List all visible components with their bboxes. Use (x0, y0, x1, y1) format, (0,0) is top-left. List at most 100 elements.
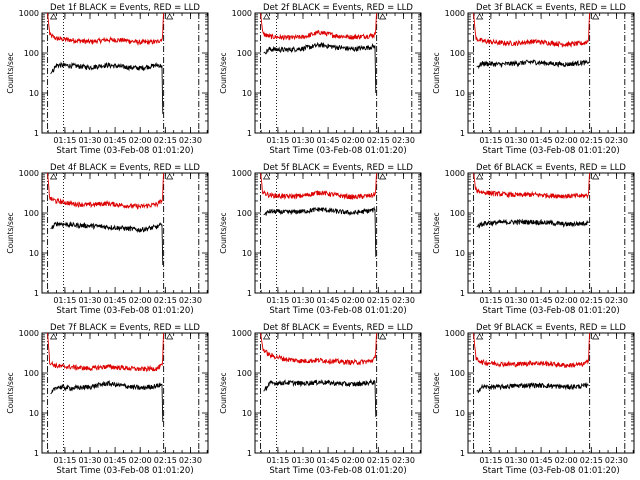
x-tick-label: 01:15 (53, 296, 76, 305)
x-tick-label: 02:15 (154, 456, 177, 465)
x-tick-label: 01:45 (104, 296, 127, 305)
x-tick-label: 01:30 (78, 136, 101, 145)
saa-flag-icon (379, 13, 387, 20)
x-tick-label: 02:15 (367, 296, 390, 305)
y-tick-label: 1000 (445, 9, 465, 18)
y-tick-label: 1000 (232, 329, 252, 338)
events-series-line (476, 218, 590, 229)
x-tick-label: 01:15 (479, 456, 502, 465)
saa-flag-icon (166, 13, 174, 20)
plot-frame (254, 332, 422, 454)
y-tick-label: 1 (34, 289, 39, 298)
events-series-line (263, 42, 377, 94)
y-axis-label: Counts/sec (6, 372, 15, 413)
y-axis-label: Counts/sec (6, 52, 15, 93)
plot-frame (254, 172, 422, 294)
x-axis-label: Start Time (03-Feb-08 01:01:20) (269, 306, 406, 316)
chart-title: Det 5f BLACK = Events, RED = LLD (263, 163, 413, 173)
x-tick-label: 02:00 (342, 296, 365, 305)
y-tick-label: 1 (34, 129, 39, 138)
x-tick-label: 02:00 (555, 456, 578, 465)
chart-title: Det 2f BLACK = Events, RED = LLD (263, 3, 413, 13)
chart-panel-2: Det 2f BLACK = Events, RED = LLD Counts/s… (219, 3, 422, 156)
y-tick-label: 1000 (19, 9, 39, 18)
y-tick-label: 100 (237, 49, 252, 58)
y-axis-ticks: 1 10 100 1000 (445, 329, 634, 458)
y-tick-label: 10 (29, 249, 39, 258)
chart-title: Det 3f BLACK = Events, RED = LLD (476, 3, 626, 13)
x-axis-label: Start Time (03-Feb-08 01:01:20) (482, 466, 619, 476)
x-tick-label: 01:45 (317, 456, 340, 465)
y-axis-ticks: 1 10 100 1000 (19, 329, 208, 458)
x-tick-label: 01:15 (266, 136, 289, 145)
plot-frame (467, 12, 635, 134)
x-tick-label: 02:30 (392, 456, 415, 465)
y-axis-ticks: 1 10 100 1000 (232, 169, 421, 298)
y-tick-label: 1000 (19, 329, 39, 338)
y-tick-label: 100 (450, 209, 465, 218)
y-tick-label: 1 (460, 449, 465, 458)
chart-panel-3: Det 3f BLACK = Events, RED = LLD Counts/s… (432, 3, 635, 156)
y-tick-label: 10 (242, 249, 252, 258)
y-axis-label: Counts/sec (432, 52, 441, 93)
x-tick-label: 01:45 (530, 296, 553, 305)
plot-frame (254, 12, 422, 134)
saa-flag-icon (166, 333, 174, 340)
x-tick-label: 01:45 (530, 136, 553, 145)
events-series-line (263, 206, 377, 257)
lld-series-line (473, 332, 591, 369)
x-tick-label: 02:00 (129, 296, 152, 305)
y-axis-ticks: 1 10 100 1000 (19, 9, 208, 138)
x-tick-label: 02:30 (605, 136, 628, 145)
y-tick-label: 10 (242, 89, 252, 98)
y-tick-label: 1 (460, 129, 465, 138)
x-axis-label: Start Time (03-Feb-08 01:01:20) (482, 146, 619, 156)
saa-flag-icon (592, 173, 600, 180)
events-series-line (263, 378, 377, 417)
x-tick-label: 01:30 (504, 456, 527, 465)
plot-frame (41, 332, 209, 454)
x-tick-label: 01:15 (53, 136, 76, 145)
x-axis-ticks: 01:15 01:30 01:45 02:00 02:15 02:30 (47, 333, 208, 465)
x-tick-label: 01:30 (504, 296, 527, 305)
events-series-line (50, 380, 164, 422)
saa-flag-icon (166, 173, 174, 180)
x-tick-label: 02:00 (342, 136, 365, 145)
x-tick-label: 01:15 (479, 136, 502, 145)
chart-panel-6: Det 6f BLACK = Events, RED = LLD Counts/s… (432, 163, 635, 316)
x-tick-label: 01:15 (479, 296, 502, 305)
y-tick-label: 100 (237, 369, 252, 378)
x-tick-label: 02:30 (605, 296, 628, 305)
x-tick-label: 01:30 (78, 456, 101, 465)
chart-panel-7: Det 7f BLACK = Events, RED = LLD Counts/s… (6, 323, 209, 476)
chart-title: Det 1f BLACK = Events, RED = LLD (50, 3, 200, 13)
x-tick-label: 02:00 (555, 296, 578, 305)
y-tick-label: 1000 (232, 9, 252, 18)
events-series-line (476, 59, 590, 70)
x-tick-label: 01:45 (530, 456, 553, 465)
lld-series-line (473, 12, 591, 48)
y-tick-label: 10 (242, 409, 252, 418)
chart-panel-8: Det 8f BLACK = Events, RED = LLD Counts/s… (219, 323, 422, 476)
lld-series-line (473, 172, 591, 200)
y-tick-label: 1 (247, 129, 252, 138)
y-tick-label: 10 (455, 89, 465, 98)
y-axis-ticks: 1 10 100 1000 (19, 169, 208, 298)
x-tick-label: 01:45 (104, 456, 127, 465)
y-axis-label: Counts/sec (219, 212, 228, 253)
x-tick-label: 01:30 (291, 296, 314, 305)
x-tick-label: 01:45 (104, 136, 127, 145)
x-axis-label: Start Time (03-Feb-08 01:01:20) (56, 466, 193, 476)
y-tick-label: 1 (460, 289, 465, 298)
y-tick-label: 1000 (445, 329, 465, 338)
y-axis-ticks: 1 10 100 1000 (232, 9, 421, 138)
x-tick-label: 01:15 (266, 456, 289, 465)
y-tick-label: 10 (29, 89, 39, 98)
x-tick-label: 02:15 (580, 456, 603, 465)
saa-flag-icon (49, 173, 58, 180)
events-series-line (476, 381, 589, 394)
y-axis-label: Counts/sec (6, 212, 15, 253)
lld-series-line (47, 172, 165, 210)
y-axis-label: Counts/sec (432, 372, 441, 413)
